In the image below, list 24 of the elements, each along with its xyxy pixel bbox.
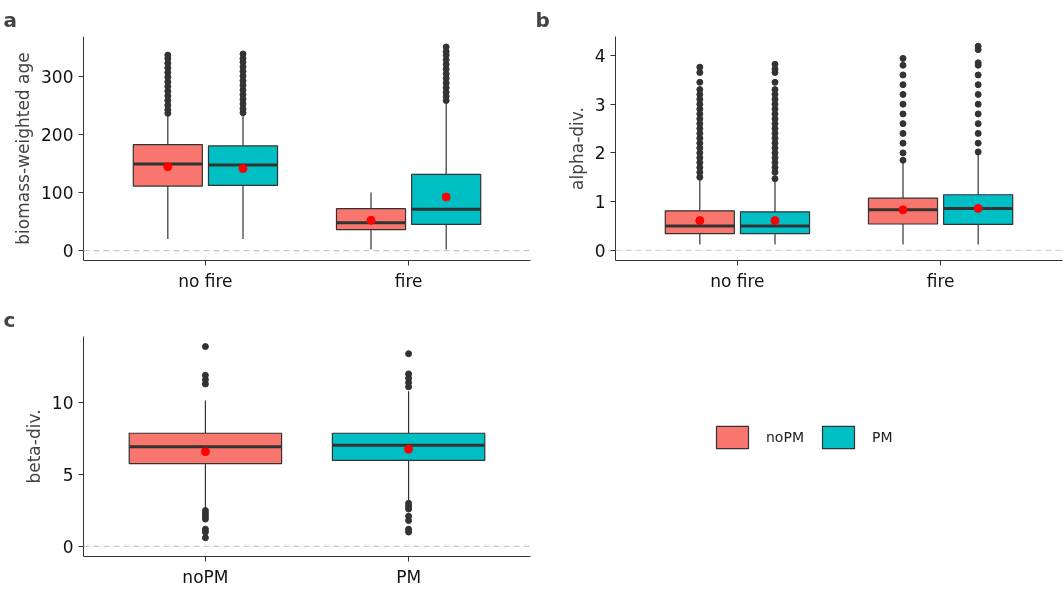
legend-label: PM <box>871 429 893 445</box>
x-tick-label: no fire <box>710 270 765 291</box>
y-tick-label: 1 <box>594 192 606 213</box>
y-axis-title: biomass-weighted age <box>13 52 34 245</box>
y-tick-label: 10 <box>51 393 74 414</box>
y-axis-title: alpha-div. <box>566 107 587 190</box>
chart-title: c <box>3 307 16 332</box>
y-tick-label: 0 <box>62 536 74 557</box>
chart-title: a <box>3 7 17 32</box>
y-tick-label: 100 <box>41 182 74 203</box>
y-tick-label: 200 <box>41 124 74 145</box>
x-tick-label: fire <box>926 270 955 291</box>
x-tick-label: fire <box>394 270 423 291</box>
y-axis-title: beta-div. <box>23 409 44 484</box>
y-tick-label: 2 <box>594 143 606 164</box>
x-tick-label: no fire <box>178 270 233 291</box>
y-tick-label: 5 <box>62 465 74 486</box>
y-tick-label: 0 <box>594 240 606 261</box>
y-tick-label: 4 <box>594 45 606 66</box>
y-tick-label: 0 <box>62 241 74 262</box>
chart-title: b <box>535 7 550 32</box>
legend-label: noPM <box>766 429 804 445</box>
y-tick-label: 300 <box>41 66 74 87</box>
y-tick-label: 3 <box>594 94 606 115</box>
